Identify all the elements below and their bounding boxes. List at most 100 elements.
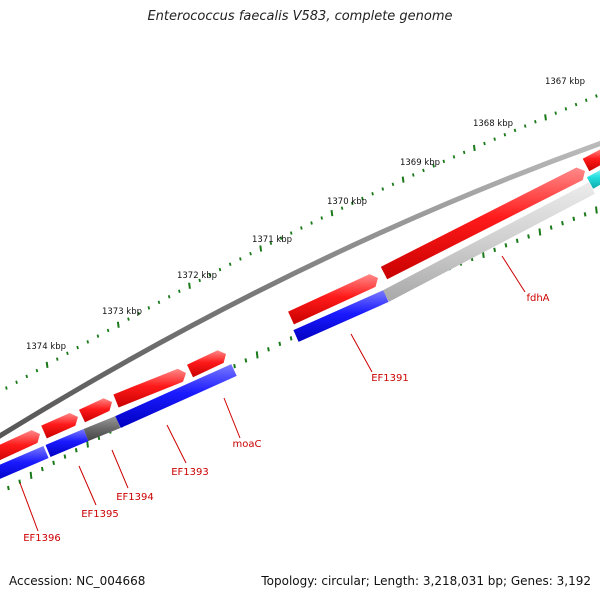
- inner-tick-mark: [515, 238, 519, 244]
- inner-tick-mark: [289, 336, 293, 341]
- outer-tick-mark: [361, 196, 364, 201]
- inner-tick-mark: [86, 440, 89, 448]
- outer-tick-mark: [513, 128, 517, 133]
- inner-tick-mark: [40, 466, 44, 472]
- gene-label-fdha: fdhA: [526, 293, 549, 304]
- inner-tick-mark: [29, 471, 33, 479]
- outer-tick-mark: [198, 278, 201, 283]
- inner-tick-mark: [267, 347, 270, 352]
- gene-forward-partial: [582, 149, 600, 172]
- gene-forward-ef1391: [288, 274, 378, 325]
- outer-tick-mark: [564, 107, 568, 111]
- outer-tick-mark: [340, 206, 344, 210]
- outer-tick-mark: [544, 114, 547, 121]
- gene-forward-moac: [187, 350, 226, 378]
- outer-tick-mark: [289, 231, 293, 235]
- gene-light-fdha: [383, 182, 595, 302]
- outer-tick-mark: [86, 340, 90, 344]
- outer-tick-mark: [66, 351, 69, 356]
- gene-forward-ef1393: [113, 368, 186, 408]
- outer-tick-mark: [493, 137, 496, 141]
- accession-text: Accession: NC_004668: [9, 574, 146, 588]
- gene-reverse-ef1395: [45, 429, 89, 457]
- gene-label-ef1393: EF1393: [171, 467, 209, 478]
- outer-tick-mark: [574, 102, 578, 107]
- outer-tick-mark: [157, 300, 161, 305]
- outer-tick-mark: [483, 141, 486, 146]
- gene-leader-line: [78, 465, 97, 506]
- outer-tick-mark: [310, 221, 313, 225]
- tick-label-1372-kbp: 1372 kbp: [177, 271, 217, 281]
- outer-tick-mark: [167, 295, 171, 299]
- gene-reverse-ef1391: [293, 290, 389, 342]
- outer-tick-mark: [218, 267, 222, 272]
- inner-tick-mark: [74, 448, 78, 453]
- outer-tick-mark: [554, 111, 557, 115]
- inner-tick-mark: [595, 206, 598, 214]
- gene-label-ef1391: EF1391: [371, 373, 409, 384]
- gene-features-layer: [0, 149, 600, 479]
- outer-tick-mark: [595, 94, 598, 98]
- outer-tick-mark: [55, 357, 59, 361]
- gene-leader-line: [223, 397, 241, 439]
- gene-cyan-partial: [586, 170, 600, 189]
- outer-tick-mark: [106, 328, 110, 333]
- genome-backbone: [0, 140, 600, 439]
- outer-tick-mark: [391, 182, 395, 187]
- gene-label-ef1396: EF1396: [23, 533, 61, 544]
- inner-tick-mark: [538, 228, 542, 236]
- outer-tick-mark: [442, 159, 446, 164]
- outer-tick-mark: [330, 209, 334, 217]
- tick-labels-layer: 1367 kbp 1368 kbp 1369 kbp 1370 kbp 1371 kbp…: [26, 77, 585, 352]
- tick-label-1370-kbp: 1370 kbp: [327, 197, 367, 207]
- tick-label-1371-kbp: 1371 kbp: [252, 235, 292, 245]
- outer-tick-mark: [412, 173, 415, 177]
- outer-tick-mark: [96, 334, 100, 338]
- inner-tick-mark: [255, 351, 259, 359]
- inner-tick-mark: [583, 212, 587, 217]
- outer-tick-mark: [76, 345, 79, 350]
- gene-label-ef1395: EF1395: [81, 509, 119, 520]
- outer-tick-mark: [432, 164, 435, 168]
- tick-label-1369-kbp: 1369 kbp: [400, 158, 440, 168]
- inner-tick-mark: [493, 247, 497, 253]
- genome-summary-text: Topology: circular; Length: 3,218,031 bp…: [261, 574, 591, 588]
- outer-tick-mark: [208, 273, 212, 277]
- outer-tick-mark: [228, 262, 232, 266]
- outer-tick-mark: [534, 120, 537, 124]
- gene-reverse-ef1393: [115, 364, 237, 428]
- inner-tick-mark: [278, 341, 282, 347]
- gene-label-moac: moaC: [233, 439, 262, 450]
- outer-tick-mark: [137, 311, 140, 316]
- outer-tick-mark: [178, 289, 181, 294]
- outer-tick-mark: [503, 133, 507, 137]
- outer-tick-mark: [422, 168, 425, 173]
- gene-leader-line: [111, 449, 129, 489]
- gene-leader-line: [350, 333, 373, 373]
- outer-tick-mark: [35, 368, 39, 373]
- outer-tick-mark: [472, 144, 476, 152]
- outer-tick-mark: [15, 380, 18, 384]
- outer-tick-mark: [350, 201, 354, 206]
- tick-label-1368-kbp: 1368 kbp: [473, 119, 513, 129]
- inner-tick-mark: [561, 220, 564, 226]
- gene-leader-line: [166, 424, 187, 464]
- gene-forward-ef1396: [0, 430, 40, 461]
- tick-label-1367-kbp: 1367 kbp: [545, 77, 585, 87]
- outer-tick-mark: [300, 226, 303, 230]
- gene-forward-ef1395: [41, 413, 78, 439]
- outer-tick-mark: [279, 236, 283, 240]
- inner-tick-mark: [549, 225, 553, 230]
- tick-label-1374-kbp: 1374 kbp: [26, 342, 66, 352]
- gene-leader-line: [501, 255, 526, 293]
- outer-tick-mark: [239, 257, 242, 261]
- tick-label-1373-kbp: 1373 kbp: [102, 307, 142, 317]
- outer-tick-mark: [249, 251, 252, 256]
- gene-forward-fdha: [380, 167, 585, 280]
- outer-tick-mark: [188, 282, 191, 289]
- inner-tick-mark: [7, 485, 10, 491]
- gene-forward-ef1394: [79, 398, 112, 423]
- inner-tick-mark: [244, 358, 248, 363]
